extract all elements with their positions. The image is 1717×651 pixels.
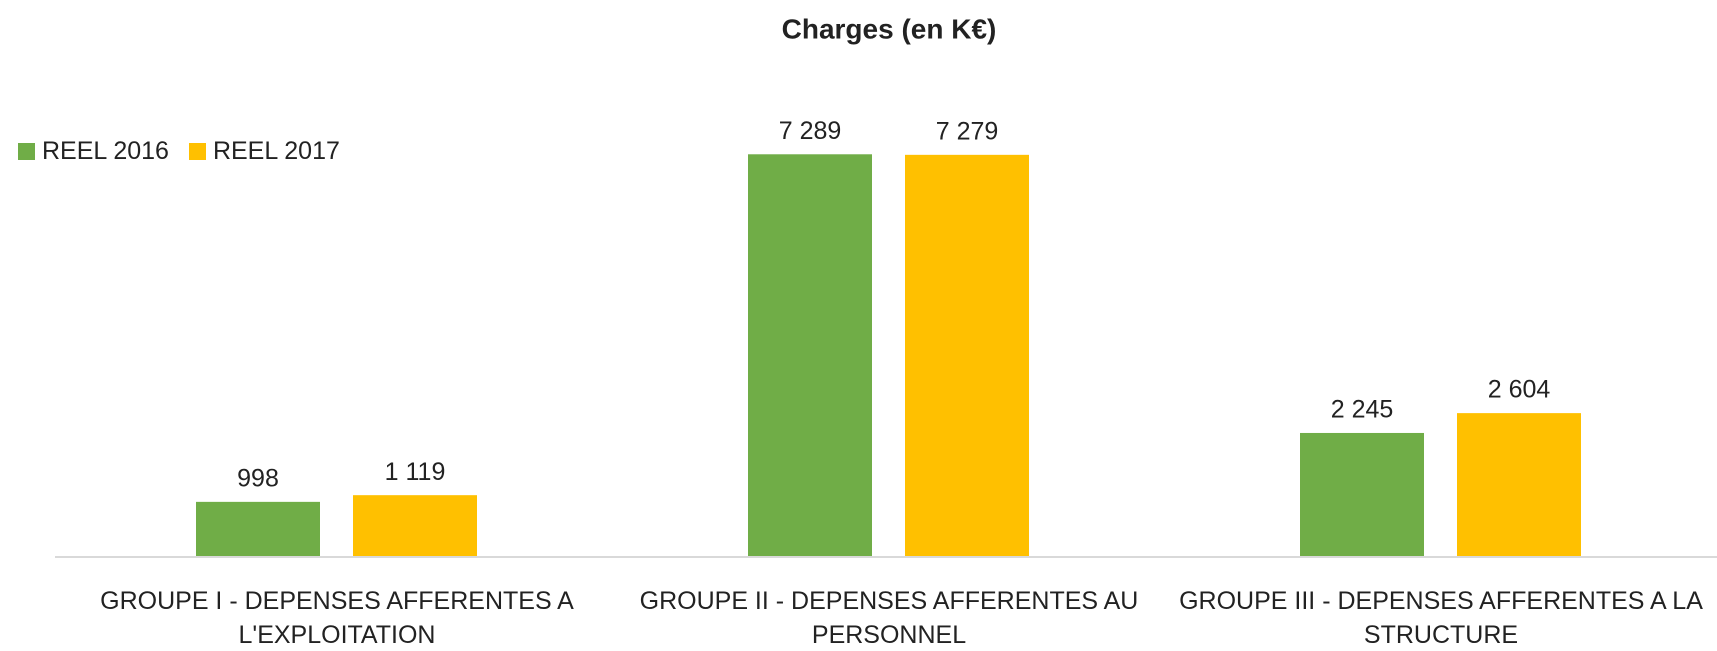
data-label: 998 <box>237 464 279 492</box>
data-label: 1 119 <box>385 458 446 486</box>
data-label: 2 245 <box>1331 396 1394 424</box>
data-label: 2 604 <box>1488 376 1551 404</box>
data-label: 7 279 <box>936 117 999 145</box>
legend-label: REEL 2017 <box>212 137 340 165</box>
legend-swatch <box>18 143 35 160</box>
legend-item: REEL 2017 <box>188 137 340 166</box>
data-label: 7 289 <box>779 117 842 145</box>
bar <box>748 154 872 557</box>
legend: REEL 2016 REEL 2017 <box>18 137 360 166</box>
chart-title: Charges (en K€) <box>782 13 997 44</box>
legend-swatch <box>188 143 206 160</box>
bar <box>1300 432 1424 557</box>
bar <box>905 154 1029 557</box>
x-tick-label: GROUPE III - DEPENSES AFFERENTES A LA ST… <box>1179 587 1703 649</box>
x-tick-label: GROUPE I - DEPENSES AFFERENTES A L'EXPLO… <box>100 587 574 649</box>
legend-label: REEL 2016 <box>42 137 169 165</box>
bar <box>196 501 320 557</box>
x-tick-label: GROUPE II - DEPENSES AFFERENTES AU PERSO… <box>639 587 1139 649</box>
bar <box>1457 413 1581 557</box>
bar <box>353 495 477 557</box>
legend-item: REEL 2016 <box>18 137 169 166</box>
